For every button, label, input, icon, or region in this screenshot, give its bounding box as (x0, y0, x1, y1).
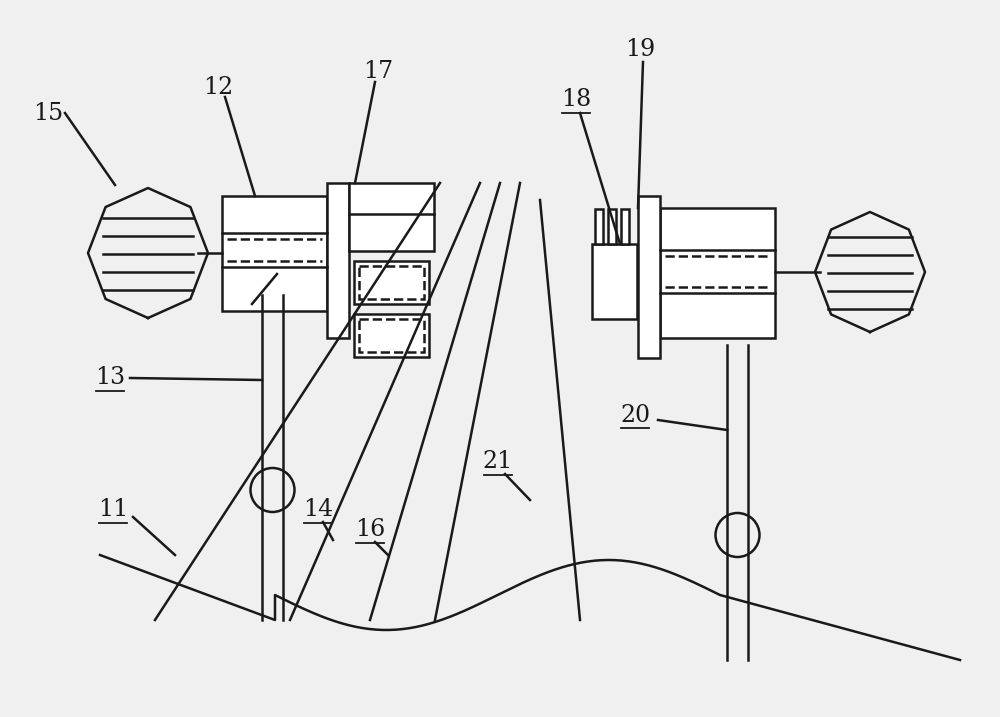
Text: 13: 13 (95, 366, 125, 389)
Bar (608, 209, 616, 244)
Bar (660, 208, 775, 338)
Text: 11: 11 (98, 498, 128, 521)
Text: 15: 15 (33, 102, 63, 125)
Bar (349, 183, 434, 251)
Bar (638, 196, 660, 358)
Bar (592, 244, 637, 319)
Bar (327, 183, 349, 338)
Text: 18: 18 (561, 88, 591, 112)
Bar (354, 314, 429, 357)
Bar (222, 196, 327, 311)
Bar (354, 261, 429, 304)
Text: 21: 21 (483, 450, 513, 473)
Text: 20: 20 (620, 404, 650, 427)
Text: 12: 12 (203, 77, 233, 100)
Bar (595, 209, 603, 244)
Text: 17: 17 (363, 60, 393, 83)
Bar (359, 319, 424, 352)
Bar (621, 209, 629, 244)
Text: 14: 14 (303, 498, 333, 521)
Text: 16: 16 (355, 518, 385, 541)
Bar (359, 266, 424, 299)
Text: 19: 19 (625, 39, 655, 62)
